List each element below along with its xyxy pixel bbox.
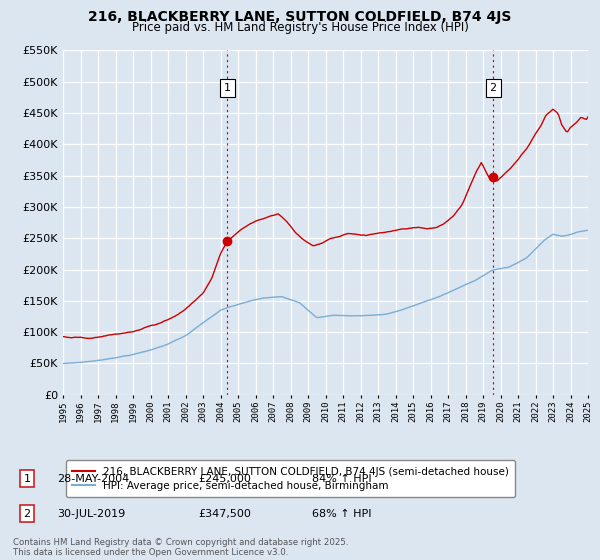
Text: 1: 1: [224, 83, 230, 93]
Text: Contains HM Land Registry data © Crown copyright and database right 2025.
This d: Contains HM Land Registry data © Crown c…: [13, 538, 349, 557]
Text: 1: 1: [23, 474, 31, 484]
Text: 68% ↑ HPI: 68% ↑ HPI: [312, 508, 371, 519]
Text: 28-MAY-2004: 28-MAY-2004: [57, 474, 129, 484]
Text: Price paid vs. HM Land Registry's House Price Index (HPI): Price paid vs. HM Land Registry's House …: [131, 21, 469, 34]
Text: 2: 2: [23, 508, 31, 519]
Text: £347,500: £347,500: [198, 508, 251, 519]
Text: 84% ↑ HPI: 84% ↑ HPI: [312, 474, 371, 484]
Legend: 216, BLACKBERRY LANE, SUTTON COLDFIELD, B74 4JS (semi-detached house), HPI: Aver: 216, BLACKBERRY LANE, SUTTON COLDFIELD, …: [65, 460, 515, 497]
Text: 216, BLACKBERRY LANE, SUTTON COLDFIELD, B74 4JS: 216, BLACKBERRY LANE, SUTTON COLDFIELD, …: [88, 10, 512, 24]
Text: 2: 2: [490, 83, 497, 93]
Text: 30-JUL-2019: 30-JUL-2019: [57, 508, 125, 519]
Text: £245,000: £245,000: [198, 474, 251, 484]
